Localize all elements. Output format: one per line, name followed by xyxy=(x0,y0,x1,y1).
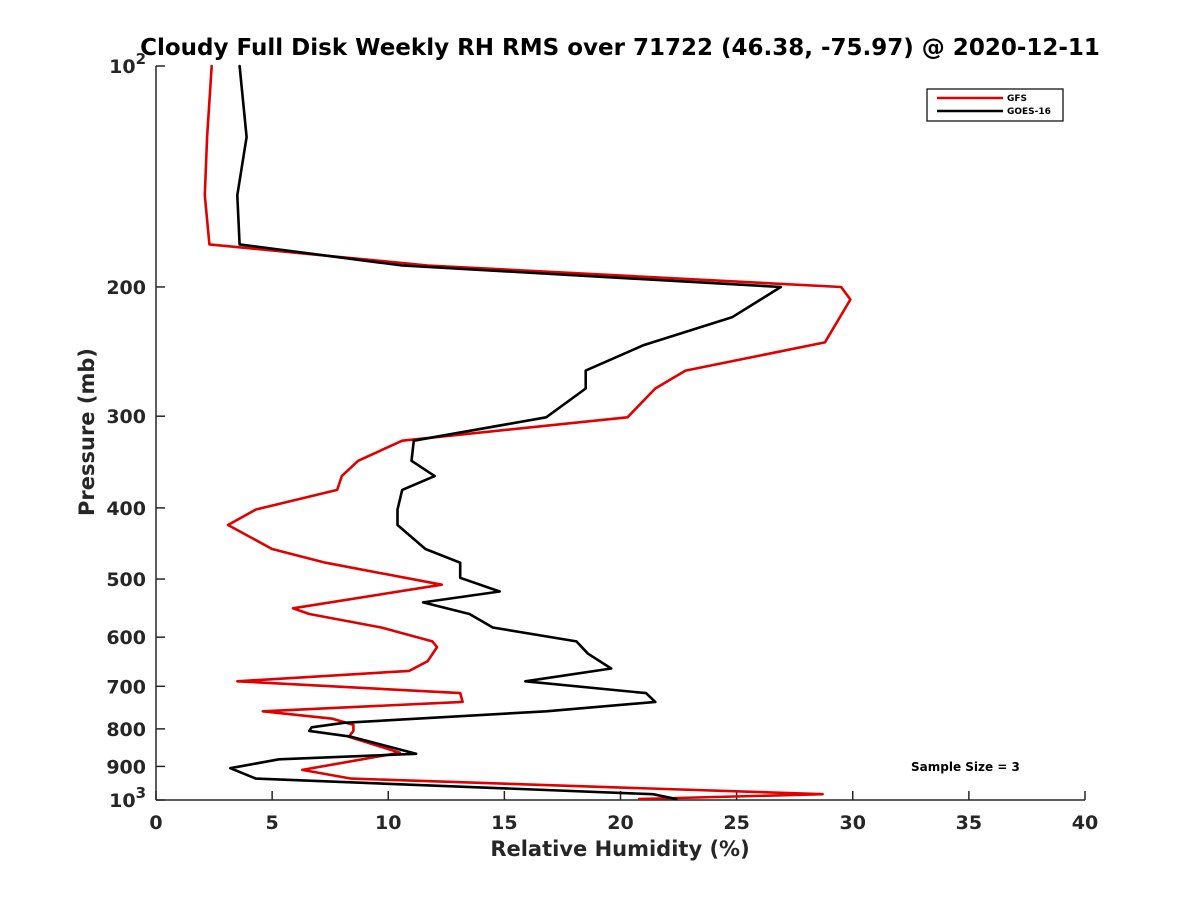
y-tick-label: 500 xyxy=(106,569,146,591)
y-tick-label: 102 xyxy=(109,50,146,78)
legend-label-goes16: GOES-16 xyxy=(1007,107,1051,117)
legend-label-gfs: GFS xyxy=(1007,94,1027,104)
y-tick-label: 900 xyxy=(106,756,146,778)
chart-title: Cloudy Full Disk Weekly RH RMS over 7172… xyxy=(140,35,1100,61)
x-axis-label: Relative Humidity (%) xyxy=(490,837,749,861)
series-line-gfs xyxy=(203,64,852,801)
y-tick-label: 103 xyxy=(109,784,146,812)
x-tick-label: 40 xyxy=(1072,812,1098,834)
y-tick-label: 700 xyxy=(106,676,146,698)
x-axis-ticks: 0 5 10 15 20 25 30 35 40 xyxy=(149,791,1098,834)
x-tick-label: 30 xyxy=(840,812,866,834)
y-tick-label: 600 xyxy=(106,627,146,649)
x-tick-label: 5 xyxy=(266,812,279,834)
y-axis-label: Pressure (mb) xyxy=(75,348,99,516)
x-tick-label: 25 xyxy=(723,812,749,834)
series-line-goes16 xyxy=(229,64,783,801)
legend: GFS GOES-16 xyxy=(926,88,1064,122)
x-tick-label: 15 xyxy=(491,812,517,834)
y-tick-label: 300 xyxy=(106,406,146,428)
x-tick-label: 20 xyxy=(607,812,633,834)
x-tick-label: 35 xyxy=(956,812,982,834)
y-tick-label: 800 xyxy=(106,719,146,741)
x-tick-label: 0 xyxy=(149,812,162,834)
y-tick-label: 200 xyxy=(106,277,146,299)
sample-size-annotation: Sample Size = 3 xyxy=(911,760,1020,774)
y-axis-ticks: 102 200 300 400 500 600 700 800 900 103 xyxy=(106,50,165,812)
y-tick-label: 400 xyxy=(106,498,146,520)
series-lines xyxy=(203,64,852,801)
x-tick-label: 10 xyxy=(375,812,401,834)
legend-box xyxy=(926,88,1064,122)
